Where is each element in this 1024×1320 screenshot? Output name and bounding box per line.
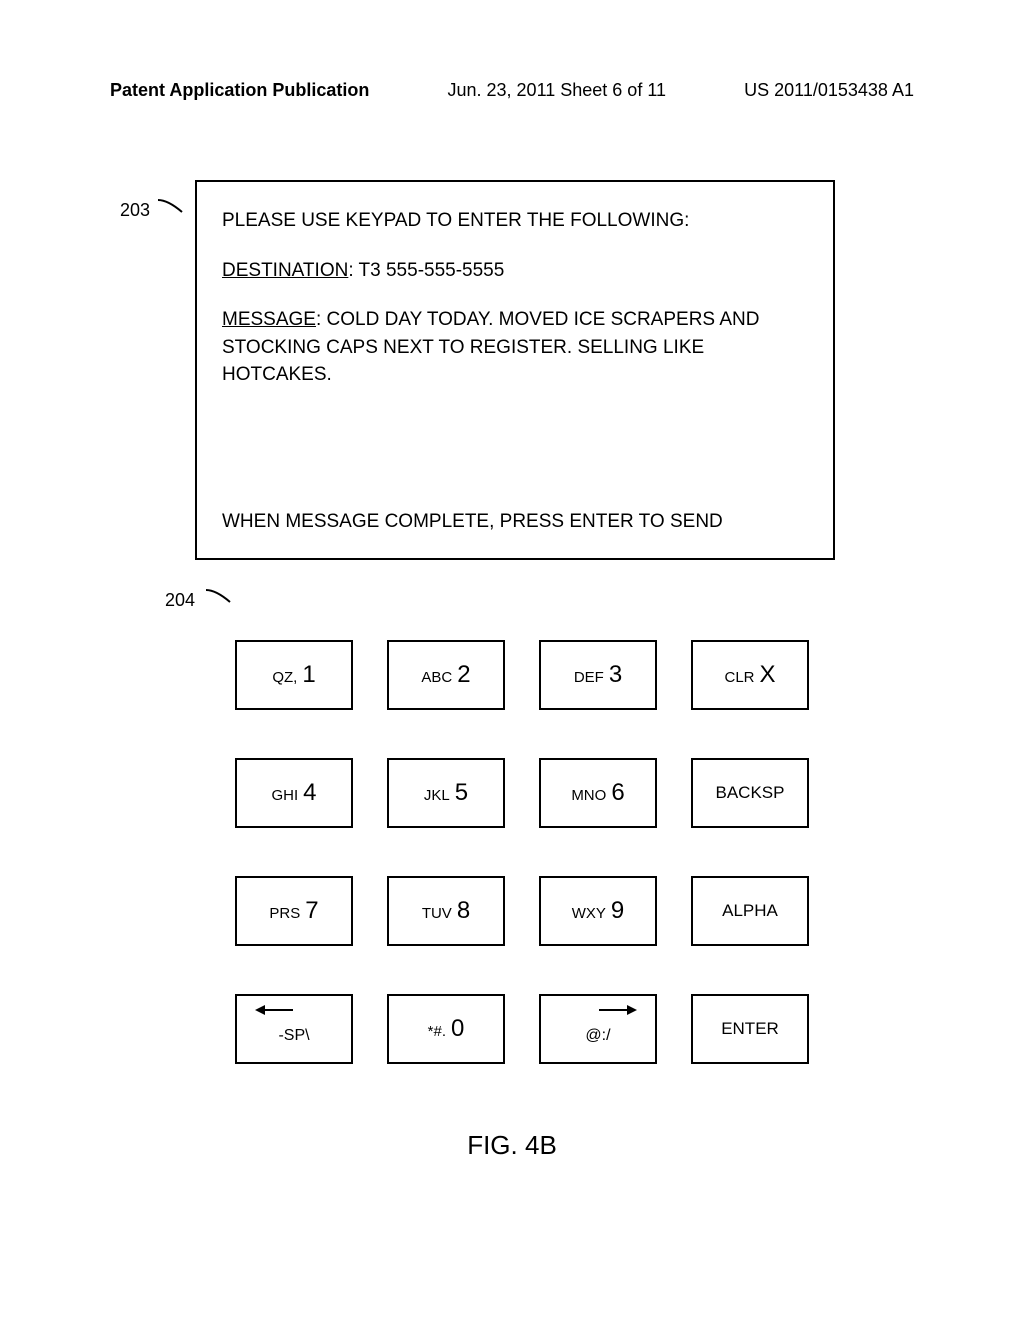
key-letters: CLR xyxy=(724,669,754,686)
header-left: Patent Application Publication xyxy=(110,80,369,101)
key-letters: ABC xyxy=(421,669,452,686)
key-2[interactable]: ABC 2 xyxy=(387,640,505,710)
key-digit: 2 xyxy=(457,661,470,689)
key-enter[interactable]: ENTER xyxy=(691,994,809,1064)
display-destination: DESTINATION: T3 555-555-5555 xyxy=(222,257,808,285)
keypad: QZ, 1 ABC 2 DEF 3 CLR X GHI 4 JKL 5 MNO 6 BACKSP PRS 7 TU… xyxy=(235,640,809,1064)
key-6[interactable]: MNO 6 xyxy=(539,758,657,828)
key-letters: TUV xyxy=(422,905,452,922)
key-letters: PRS xyxy=(269,905,300,922)
key-alpha[interactable]: ALPHA xyxy=(691,876,809,946)
key-digit: 6 xyxy=(611,779,624,807)
leader-line-203-icon xyxy=(156,198,186,214)
key-digit: 5 xyxy=(455,779,468,807)
key-label: BACKSP xyxy=(716,783,785,803)
arrow-right-icon xyxy=(597,1004,637,1016)
figure-label: FIG. 4B xyxy=(0,1130,1024,1161)
key-8[interactable]: TUV 8 xyxy=(387,876,505,946)
key-digit: 1 xyxy=(302,661,315,689)
key-7[interactable]: PRS 7 xyxy=(235,876,353,946)
key-sp-left[interactable]: -SP\ xyxy=(235,994,353,1064)
key-digit: 9 xyxy=(611,897,624,925)
key-digit: X xyxy=(760,661,776,689)
destination-value: : T3 555-555-5555 xyxy=(348,260,504,281)
key-backsp[interactable]: BACKSP xyxy=(691,758,809,828)
display-message: MESSAGE: COLD DAY TODAY. MOVED ICE SCRAP… xyxy=(222,306,808,389)
key-sublabel: @:/ xyxy=(585,1027,610,1045)
arrow-left-icon xyxy=(255,1004,295,1016)
key-digit: 4 xyxy=(303,779,316,807)
key-at-right[interactable]: @:/ xyxy=(539,994,657,1064)
key-letters: GHI xyxy=(271,787,298,804)
display-footer: WHEN MESSAGE COMPLETE, PRESS ENTER TO SE… xyxy=(222,511,808,533)
key-digit: 8 xyxy=(457,897,470,925)
key-9[interactable]: WXY 9 xyxy=(539,876,657,946)
destination-label: DESTINATION xyxy=(222,260,348,281)
key-letters: DEF xyxy=(574,669,604,686)
header-center: Jun. 23, 2011 Sheet 6 of 11 xyxy=(448,80,667,101)
key-digit: 7 xyxy=(305,897,318,925)
key-5[interactable]: JKL 5 xyxy=(387,758,505,828)
key-1[interactable]: QZ, 1 xyxy=(235,640,353,710)
header-right: US 2011/0153438 A1 xyxy=(744,80,914,101)
display-prompt: PLEASE USE KEYPAD TO ENTER THE FOLLOWING… xyxy=(222,207,808,235)
key-letters: QZ, xyxy=(272,669,297,686)
key-letters: WXY xyxy=(572,905,606,922)
key-letters: *#. xyxy=(428,1023,446,1040)
reference-203: 203 xyxy=(120,200,150,221)
key-clr[interactable]: CLR X xyxy=(691,640,809,710)
message-label: MESSAGE xyxy=(222,309,316,330)
key-4[interactable]: GHI 4 xyxy=(235,758,353,828)
key-0[interactable]: *#. 0 xyxy=(387,994,505,1064)
key-label: ENTER xyxy=(721,1019,779,1039)
key-digit: 0 xyxy=(451,1015,464,1043)
key-label: ALPHA xyxy=(722,901,778,921)
key-3[interactable]: DEF 3 xyxy=(539,640,657,710)
leader-line-204-icon xyxy=(204,588,234,604)
key-letters: JKL xyxy=(424,787,450,804)
key-letters: MNO xyxy=(571,787,606,804)
key-sublabel: -SP\ xyxy=(278,1027,309,1045)
key-digit: 3 xyxy=(609,661,622,689)
reference-204: 204 xyxy=(165,590,195,611)
display-panel: PLEASE USE KEYPAD TO ENTER THE FOLLOWING… xyxy=(195,180,835,560)
page-header: Patent Application Publication Jun. 23, … xyxy=(0,80,1024,101)
